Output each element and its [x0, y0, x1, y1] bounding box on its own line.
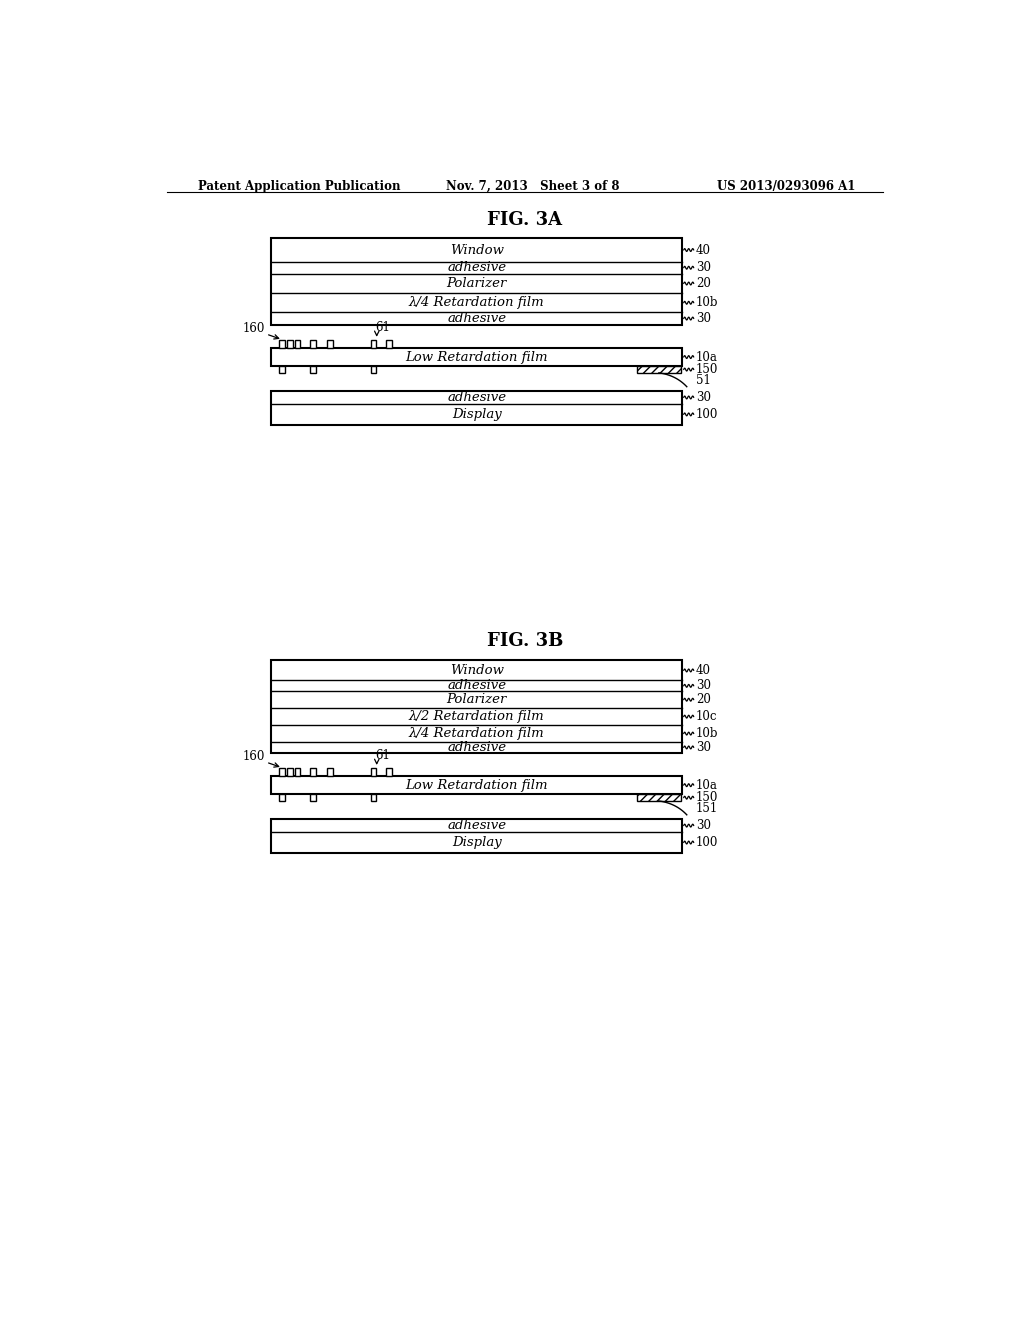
Text: 30: 30 [696, 741, 711, 754]
Bar [271, 660, 682, 752]
Text: 10a: 10a [696, 779, 718, 792]
Text: λ/2 Retardation film: λ/2 Retardation film [409, 710, 545, 723]
Text: 100: 100 [696, 408, 719, 421]
Text: 51: 51 [696, 374, 711, 387]
Text: Window: Window [450, 664, 504, 677]
Text: Polarizer: Polarizer [446, 277, 507, 290]
Text: adhesive: adhesive [447, 391, 506, 404]
Bar [287, 341, 293, 348]
Text: 10b: 10b [696, 296, 719, 309]
Bar [637, 795, 681, 801]
Text: 150: 150 [696, 791, 719, 804]
Bar [280, 367, 285, 372]
Text: 160: 160 [243, 322, 265, 335]
Text: adhesive: adhesive [447, 680, 506, 693]
Text: adhesive: adhesive [447, 312, 506, 325]
Bar [271, 776, 682, 795]
Text: Low Retardation film: Low Retardation film [406, 351, 548, 363]
Text: 160: 160 [243, 750, 265, 763]
Text: adhesive: adhesive [447, 261, 506, 275]
Bar [271, 239, 682, 325]
Text: 30: 30 [696, 312, 711, 325]
Bar [371, 768, 377, 776]
Text: 20: 20 [696, 693, 711, 706]
Bar [280, 341, 285, 348]
Text: US 2013/0293096 A1: US 2013/0293096 A1 [717, 180, 855, 193]
Bar [287, 768, 293, 776]
Text: 150: 150 [696, 363, 719, 376]
Text: 10a: 10a [696, 351, 718, 363]
Text: adhesive: adhesive [447, 820, 506, 832]
Text: Window: Window [450, 243, 504, 256]
Text: 40: 40 [696, 243, 711, 256]
Text: 61: 61 [375, 321, 390, 334]
Text: 61: 61 [375, 748, 390, 762]
Text: FIG. 3B: FIG. 3B [486, 632, 563, 649]
Text: 10c: 10c [696, 710, 718, 723]
Bar [310, 367, 316, 372]
Text: 30: 30 [696, 261, 711, 275]
Bar [328, 341, 333, 348]
Bar [310, 341, 316, 348]
Text: 10b: 10b [696, 727, 719, 741]
Text: Polarizer: Polarizer [446, 693, 507, 706]
Bar [328, 768, 333, 776]
Bar [386, 768, 392, 776]
Text: Low Retardation film: Low Retardation film [406, 779, 548, 792]
Text: 30: 30 [696, 680, 711, 693]
Text: Display: Display [452, 408, 502, 421]
Bar [295, 341, 300, 348]
Bar [271, 820, 682, 853]
Bar [295, 768, 300, 776]
Text: FIG. 3A: FIG. 3A [487, 211, 562, 228]
Text: Nov. 7, 2013   Sheet 3 of 8: Nov. 7, 2013 Sheet 3 of 8 [445, 180, 620, 193]
Bar [637, 367, 681, 372]
Text: 100: 100 [696, 836, 719, 849]
Bar [310, 768, 316, 776]
Text: 30: 30 [696, 391, 711, 404]
Text: 20: 20 [696, 277, 711, 290]
Text: 151: 151 [696, 803, 718, 816]
Text: Display: Display [452, 836, 502, 849]
Bar [280, 795, 285, 801]
Text: Patent Application Publication: Patent Application Publication [198, 180, 400, 193]
Bar [371, 341, 377, 348]
Bar [280, 768, 285, 776]
Text: 30: 30 [696, 820, 711, 832]
Bar [271, 348, 682, 367]
Text: λ/4 Retardation film: λ/4 Retardation film [409, 727, 545, 741]
Text: adhesive: adhesive [447, 741, 506, 754]
Bar [371, 367, 377, 372]
Bar [371, 795, 377, 801]
Bar [310, 795, 316, 801]
Text: 40: 40 [696, 664, 711, 677]
Bar [271, 391, 682, 425]
Text: λ/4 Retardation film: λ/4 Retardation film [409, 296, 545, 309]
Bar [386, 341, 392, 348]
